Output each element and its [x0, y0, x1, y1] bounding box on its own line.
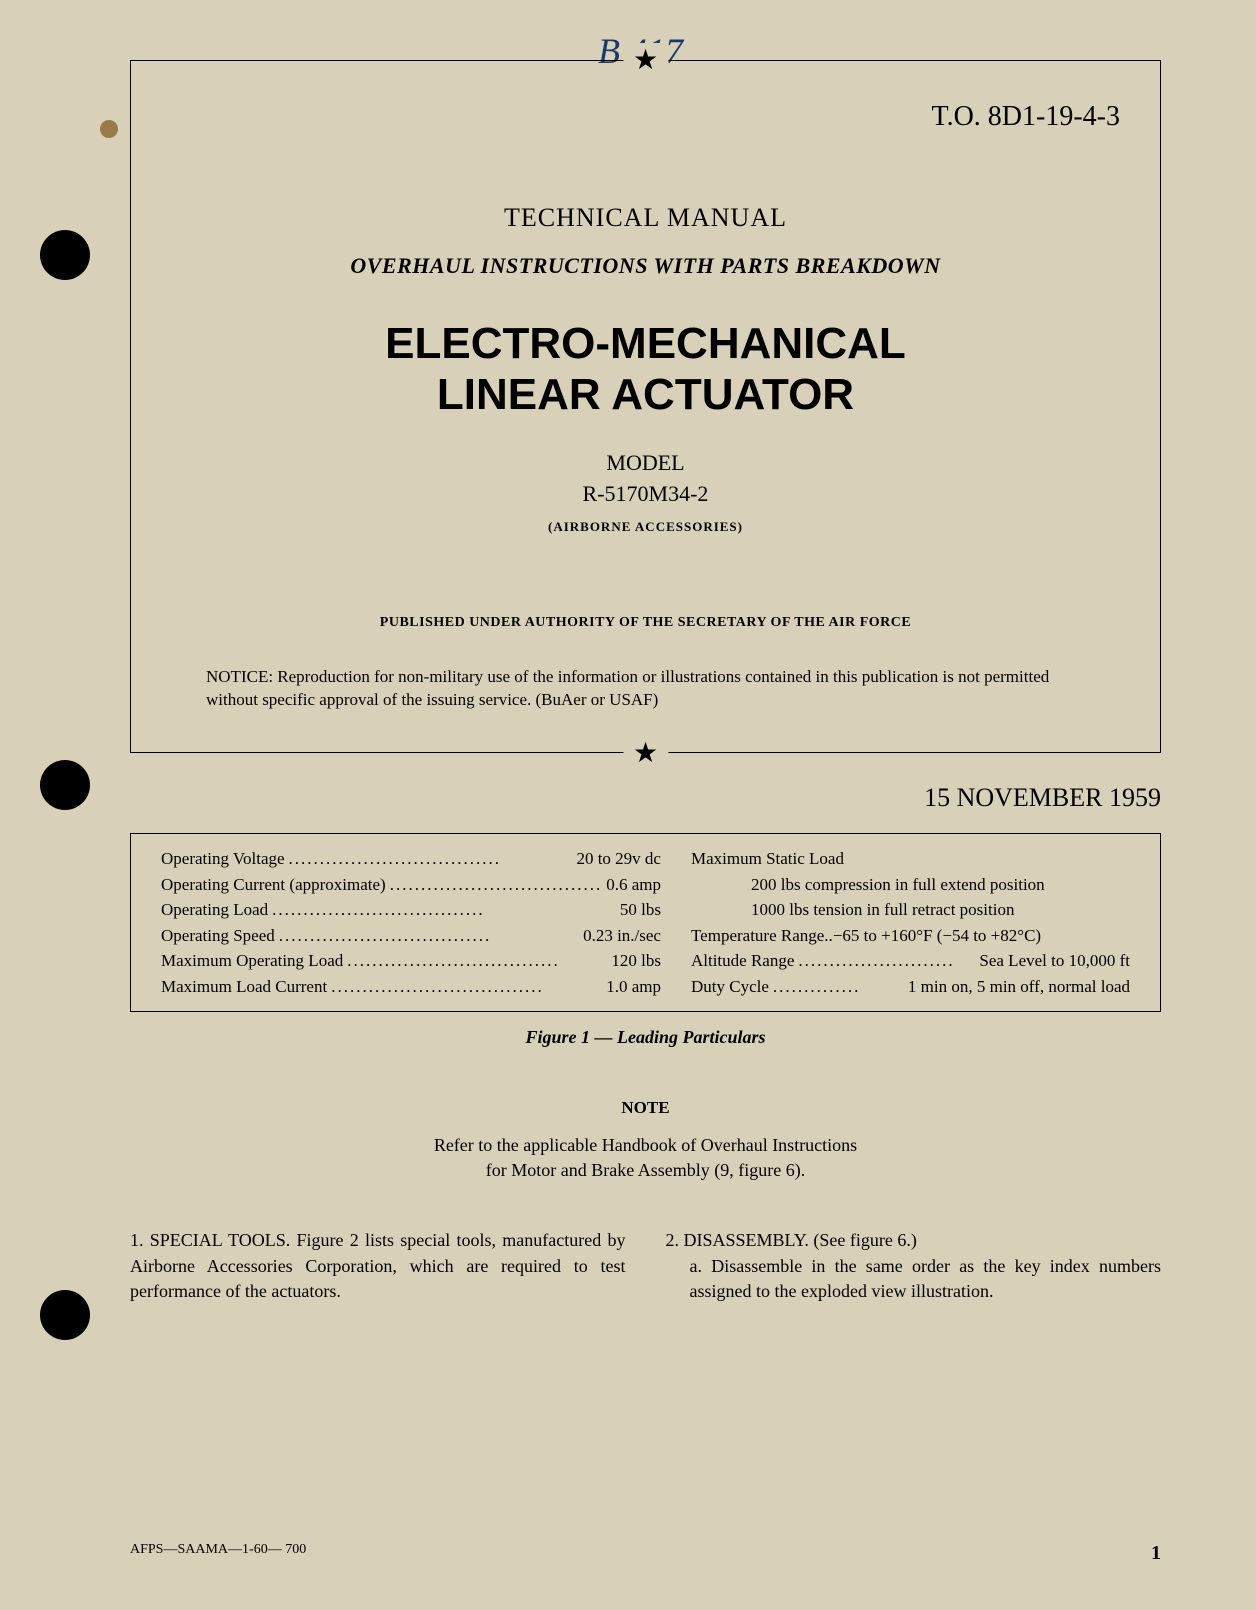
body-columns: 1. SPECIAL TOOLS. Figure 2 lists special…	[130, 1228, 1161, 1304]
spec-column-right: Maximum Static Load 200 lbs compression …	[691, 846, 1130, 999]
spec-row: Maximum Load Current ...................…	[161, 974, 661, 1000]
notice-text: NOTICE: Reproduction for non-military us…	[171, 666, 1120, 712]
spec-row: 1000 lbs tension in full retract positio…	[691, 897, 1130, 923]
spec-value: 50 lbs	[620, 897, 661, 923]
technical-order-number: T.O. 8D1-19-4-3	[171, 101, 1120, 133]
spec-label: Maximum Operating Load	[161, 948, 343, 974]
title-line-2: LINEAR ACTUATOR	[437, 370, 854, 419]
spec-row: Operating Voltage ......................…	[161, 846, 661, 872]
main-title: ELECTRO-MECHANICAL LINEAR ACTUATOR	[171, 319, 1120, 420]
spec-dots: ..................................	[343, 948, 611, 974]
title-box: ★ T.O. 8D1-19-4-3 TECHNICAL MANUAL OVERH…	[130, 60, 1161, 753]
spec-dots: ..............	[769, 974, 908, 1000]
model-label: MODEL	[171, 450, 1120, 476]
spec-label: Operating Load	[161, 897, 268, 923]
page-footer: AFPS—SAAMA—1-60— 700 1	[130, 1542, 1161, 1565]
star-icon: ★	[623, 736, 668, 770]
body-column-left: 1. SPECIAL TOOLS. Figure 2 lists special…	[130, 1228, 626, 1304]
document-type: TECHNICAL MANUAL	[171, 203, 1120, 233]
footer-print-info: AFPS—SAAMA—1-60— 700	[130, 1542, 306, 1565]
spec-row: 200 lbs compression in full extend posit…	[691, 872, 1130, 898]
spec-value: 0.23 in./sec	[583, 923, 661, 949]
spec-value: 20 to 29v dc	[576, 846, 661, 872]
spec-dots: ..................................	[386, 872, 607, 898]
note-line-1: Refer to the applicable Handbook of Over…	[434, 1135, 857, 1155]
spec-dots: ..................................	[275, 923, 583, 949]
spec-value: −65 to +160°F (−54 to +82°C)	[833, 923, 1041, 949]
body-text: 2. DISASSEMBLY. (See figure 6.)	[666, 1230, 917, 1250]
spec-column-left: Operating Voltage ......................…	[161, 846, 661, 999]
note-text: Refer to the applicable Handbook of Over…	[130, 1133, 1161, 1183]
spec-label: Temperature Range..	[691, 923, 833, 949]
spec-value: 0.6 amp	[606, 872, 661, 898]
spec-row: Duty Cycle .............. 1 min on, 5 mi…	[691, 974, 1130, 1000]
spec-row: Operating Load .........................…	[161, 897, 661, 923]
spec-label: Operating Speed	[161, 923, 275, 949]
spec-value: 1000 lbs tension in full retract positio…	[751, 897, 1014, 923]
accessories-note: (AIRBORNE ACCESSORIES)	[171, 519, 1120, 535]
spec-dots: ..................................	[285, 846, 577, 872]
model-number: R-5170M34-2	[171, 481, 1120, 507]
spec-row: Altitude Range .........................…	[691, 948, 1130, 974]
specifications-box: Operating Voltage ......................…	[130, 833, 1161, 1012]
spec-value: 120 lbs	[611, 948, 661, 974]
note-header: NOTE	[130, 1098, 1161, 1118]
spec-dots: ..................................	[268, 897, 620, 923]
body-text: a. Disassemble in the same order as the …	[666, 1254, 1162, 1304]
spec-value: 1.0 amp	[606, 974, 661, 1000]
page-number: 1	[1151, 1542, 1161, 1565]
authority-statement: PUBLISHED UNDER AUTHORITY OF THE SECRETA…	[171, 615, 1120, 631]
spec-label: Maximum Load Current	[161, 974, 327, 1000]
spec-dots: ..................................	[327, 974, 606, 1000]
spec-label: Operating Voltage	[161, 846, 285, 872]
star-icon: ★	[623, 43, 668, 77]
spec-row: Temperature Range.. −65 to +160°F (−54 t…	[691, 923, 1130, 949]
spec-row: Maximum Operating Load .................…	[161, 948, 661, 974]
spec-row: Maximum Static Load	[691, 846, 1130, 872]
punch-hole	[40, 760, 90, 810]
publication-date: 15 NOVEMBER 1959	[130, 783, 1161, 813]
body-column-right: 2. DISASSEMBLY. (See figure 6.) a. Disas…	[666, 1228, 1162, 1304]
spec-label: Duty Cycle	[691, 974, 769, 1000]
spec-label: Operating Current (approximate)	[161, 872, 386, 898]
document-subtitle: OVERHAUL INSTRUCTIONS WITH PARTS BREAKDO…	[171, 253, 1120, 279]
page-stain	[100, 120, 118, 138]
punch-hole	[40, 230, 90, 280]
spec-value: 1 min on, 5 min off, normal load	[908, 974, 1130, 1000]
note-line-2: for Motor and Brake Assembly (9, figure …	[486, 1160, 805, 1180]
title-line-1: ELECTRO-MECHANICAL	[385, 319, 906, 368]
spec-label: Altitude Range	[691, 948, 794, 974]
figure-caption: Figure 1 — Leading Particulars	[130, 1027, 1161, 1048]
spec-value: Sea Level to 10,000 ft	[979, 948, 1130, 974]
spec-label: Maximum Static Load	[691, 846, 844, 872]
spec-value: 200 lbs compression in full extend posit…	[751, 872, 1045, 898]
punch-hole	[40, 1290, 90, 1340]
spec-row: Operating Speed ........................…	[161, 923, 661, 949]
spec-row: Operating Current (approximate) ........…	[161, 872, 661, 898]
spec-dots: .........................	[794, 948, 979, 974]
